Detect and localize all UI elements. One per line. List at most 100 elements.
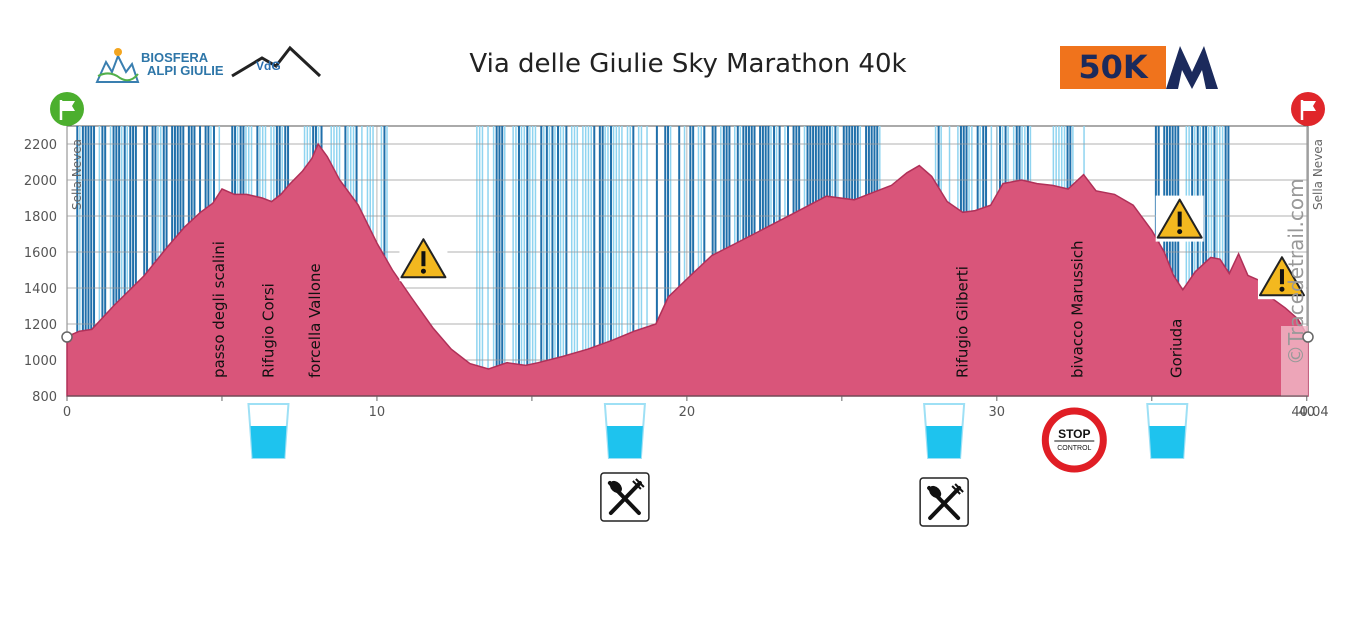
- aid-stations: STOP CONTROL: [247, 403, 1189, 527]
- x-tick-label: 20: [679, 405, 696, 420]
- terrain-band: [146, 126, 149, 396]
- terrain-band: [101, 126, 104, 396]
- terrain-band: [76, 126, 79, 396]
- terrain-band: [98, 126, 101, 396]
- terrain-band: [84, 126, 87, 396]
- place-labels: passo degli scalini Rifugio Corsi forcella…: [210, 240, 1186, 378]
- badge-text: 50K: [1078, 48, 1149, 86]
- spoon-bowl: [609, 480, 622, 494]
- terrain-band: [655, 126, 658, 396]
- terrain-band: [501, 126, 504, 396]
- terrain-band: [612, 126, 615, 396]
- food-icon: [919, 477, 969, 527]
- warning-dot: [1279, 286, 1285, 292]
- place-label: passo degli scalini: [210, 241, 228, 378]
- terrain-band: [545, 126, 548, 396]
- terrain-band: [1171, 126, 1174, 396]
- terrain-band: [678, 126, 681, 396]
- terrain-band: [478, 126, 481, 396]
- terrain-band: [646, 126, 648, 396]
- terrain-band: [559, 126, 562, 396]
- terrain-band: [143, 126, 146, 396]
- terrain-band: [1177, 126, 1180, 396]
- terrain-band: [632, 126, 635, 396]
- terrain-band: [129, 126, 132, 396]
- terrain-band: [610, 126, 613, 396]
- water-glass-icon: [603, 403, 646, 459]
- terrain-band: [134, 126, 137, 396]
- start-flag-icon: [50, 92, 84, 126]
- biosfera-logo-text-2: ALPI GIULIE: [147, 63, 224, 78]
- terrain-band: [554, 126, 556, 396]
- warning-dot: [1177, 229, 1183, 235]
- terrain-band: [618, 126, 620, 396]
- y-tick-label: 2200: [24, 138, 57, 153]
- terrain-band: [495, 126, 498, 396]
- fork-tines: [951, 483, 964, 495]
- y-axis: 800 1000 1200 1400 1600 1800 2000 2200: [24, 138, 57, 405]
- terrain-band: [1191, 126, 1194, 396]
- glass-water: [926, 426, 963, 458]
- terrain-band: [520, 126, 523, 396]
- terrain-band: [87, 126, 90, 396]
- terrain-band: [1193, 126, 1196, 396]
- place-label: bivacco Marussich: [1068, 240, 1086, 378]
- terrain-band: [621, 126, 623, 396]
- terrain-band: [573, 126, 576, 396]
- spoon-bowl: [929, 485, 942, 499]
- place-label: Rifugio Gilberti: [954, 266, 972, 378]
- terrain-band: [109, 126, 112, 396]
- stop-control-icon: STOP CONTROL: [1041, 407, 1107, 473]
- y-tick-label: 1200: [24, 318, 57, 333]
- terrain-band: [590, 126, 592, 396]
- end-marker: [1302, 331, 1314, 343]
- y-tick-label: 800: [32, 390, 57, 405]
- terrain-band: [1199, 126, 1202, 396]
- terrain-band: [697, 126, 700, 396]
- terrain-band: [529, 126, 531, 396]
- badge-m-logo: [1166, 46, 1218, 89]
- terrain-band: [498, 126, 501, 396]
- terrain-band: [689, 126, 692, 396]
- x-tick-label: 40: [1298, 405, 1315, 420]
- terrain-band: [543, 126, 545, 396]
- terrain-band: [126, 126, 129, 396]
- terrain-band: [640, 126, 643, 396]
- terrain-band: [492, 126, 495, 396]
- x-tick-label: 0: [63, 405, 71, 420]
- y-tick-label: 1800: [24, 210, 57, 225]
- place-label: forcella Vallone: [306, 263, 324, 378]
- control-text: CONTROL: [1057, 445, 1091, 452]
- terrain-band: [664, 126, 667, 396]
- terrain-band: [557, 126, 560, 396]
- terrain-band: [504, 126, 506, 396]
- start-marker: [61, 331, 73, 343]
- terrain-band: [562, 126, 565, 396]
- stop-ring: [1041, 407, 1107, 473]
- glass-water: [1149, 426, 1186, 458]
- vdg-logo-text: VdG: [256, 59, 281, 73]
- water-glass-icon: [247, 403, 290, 459]
- biosfera-logo-text-1: BIOSFERA: [141, 50, 209, 65]
- terrain-band: [123, 126, 126, 396]
- 50k-badge: 50K: [1060, 46, 1218, 89]
- warning-icon: [399, 235, 448, 282]
- terrain-band: [1188, 126, 1190, 396]
- water-glass-icon: [923, 403, 966, 459]
- warning-dot: [420, 268, 426, 274]
- terrain-band: [512, 126, 514, 396]
- terrain-band: [534, 126, 537, 396]
- x-tick-label: 10: [369, 405, 386, 420]
- warnings: [399, 195, 1306, 300]
- terrain-band: [584, 126, 587, 396]
- terrain-band: [540, 126, 543, 396]
- end-label: Sella Nevea: [1311, 139, 1325, 210]
- terrain-band: [476, 126, 478, 396]
- y-tick-label: 1000: [24, 354, 57, 369]
- terrain-band: [598, 126, 601, 396]
- terrain-band: [487, 126, 489, 396]
- fork-tines: [632, 478, 645, 490]
- terrain-band: [601, 126, 604, 396]
- terrain-band: [526, 126, 529, 396]
- warning-bar: [421, 251, 426, 267]
